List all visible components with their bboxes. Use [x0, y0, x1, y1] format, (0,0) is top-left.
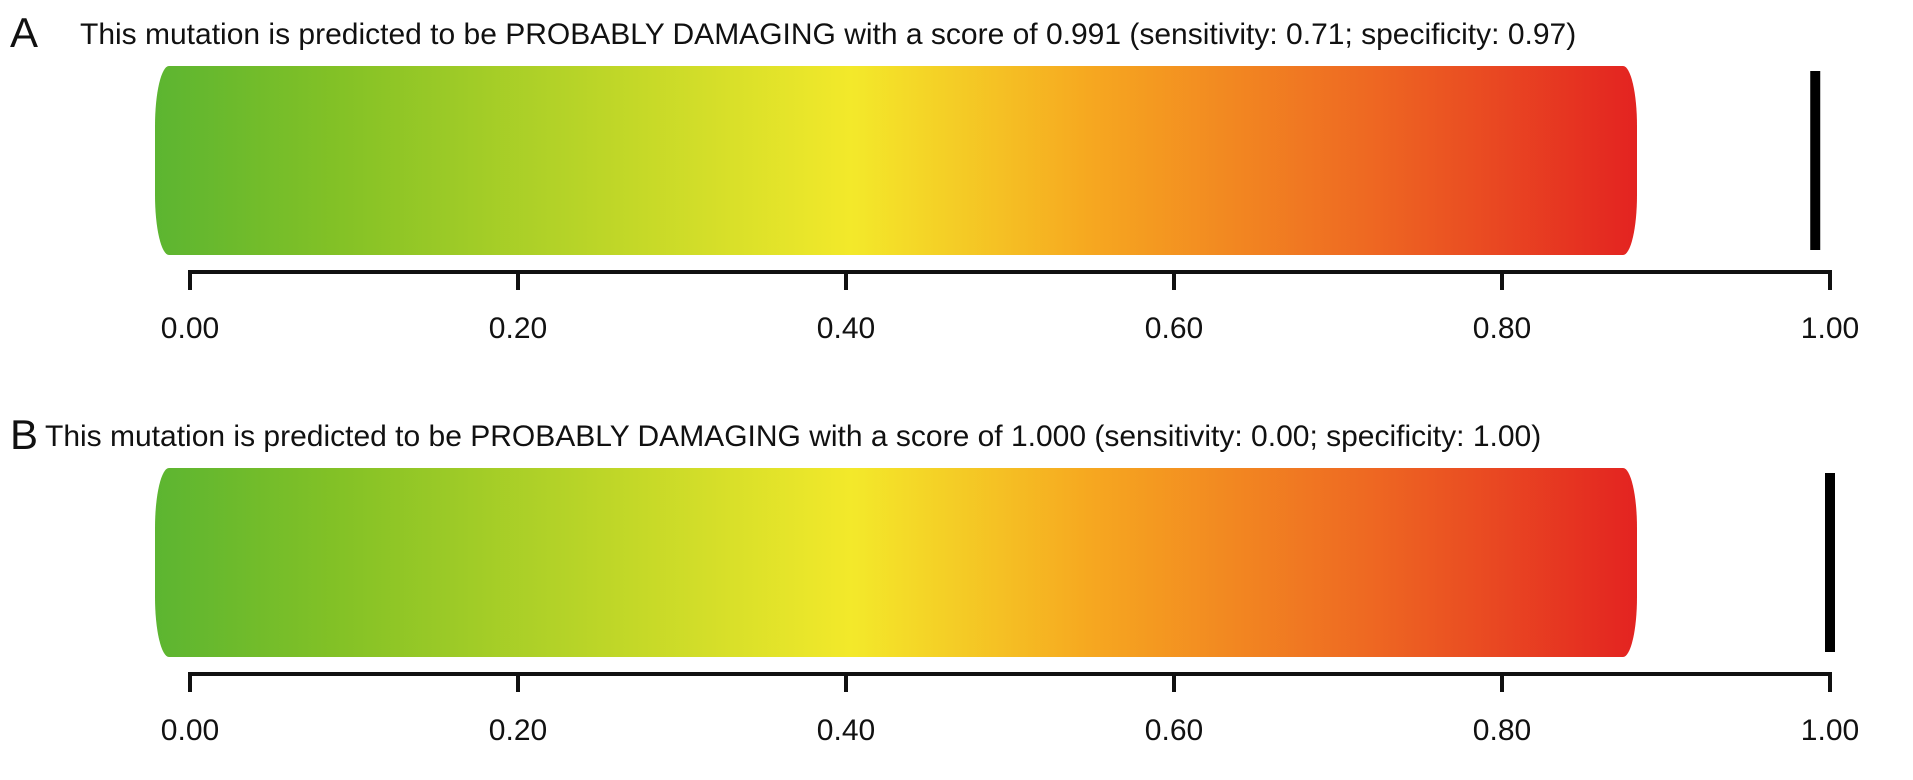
gauge-bar [155, 468, 1637, 657]
x-tick-label: 0.00 [161, 312, 219, 345]
panel-label: A [10, 9, 39, 56]
gauge-chart: 0.00 0.20 0.40 0.60 0.80 1.00 [155, 468, 1859, 747]
gauge-bar [155, 66, 1637, 255]
chart-title: This mutation is predicted to be PROBABL… [80, 18, 1577, 51]
x-tick-label: 1.00 [1801, 714, 1859, 747]
x-tick-label: 0.20 [489, 714, 547, 747]
x-tick-label: 0.60 [1145, 714, 1203, 747]
x-tick-label: 0.00 [161, 714, 219, 747]
score-marker [1810, 71, 1821, 250]
panel-b: B This mutation is predicted to be PROBA… [0, 402, 1913, 780]
panel-a: A This mutation is predicted to be PROBA… [0, 0, 1913, 378]
score-marker [1825, 473, 1835, 652]
x-tick-label: 0.80 [1473, 714, 1531, 747]
x-tick-label: 0.20 [489, 312, 547, 345]
chart-title: This mutation is predicted to be PROBABL… [45, 420, 1542, 453]
x-tick-label: 0.40 [817, 312, 875, 345]
x-tick-label: 0.40 [817, 714, 875, 747]
gauge-chart: 0.00 0.20 0.40 0.60 0.80 1.00 [155, 66, 1859, 345]
x-tick-label: 0.60 [1145, 312, 1203, 345]
panel-label: B [10, 411, 39, 458]
x-tick-label: 1.00 [1801, 312, 1859, 345]
x-tick-label: 0.80 [1473, 312, 1531, 345]
